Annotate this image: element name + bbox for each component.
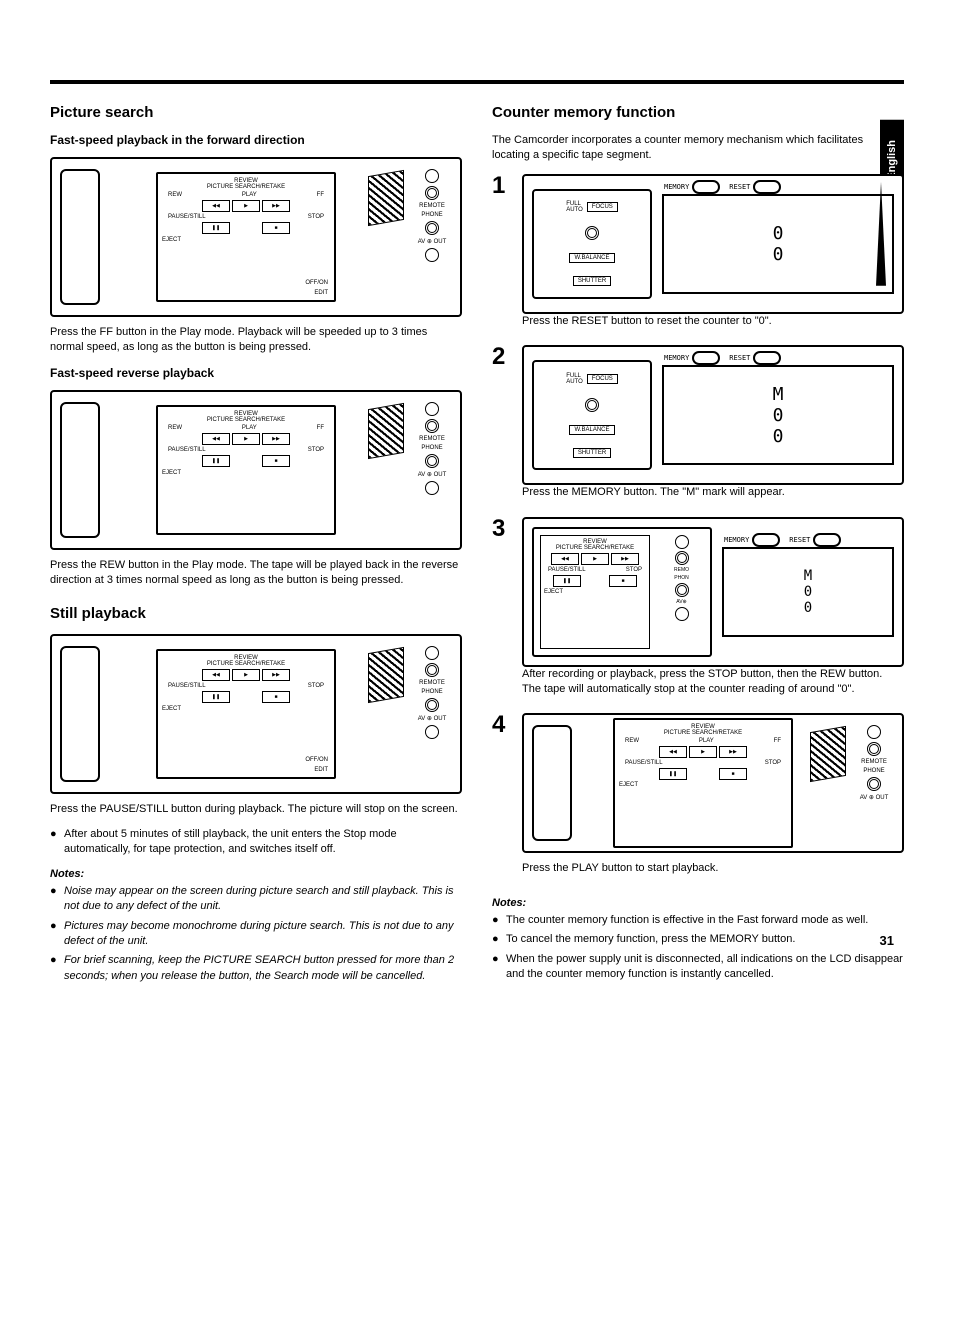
step-3-number: 3 [492,517,512,541]
eject-label: EJECT [162,237,330,243]
step-3-diagram: REVIEW PICTURE SEARCH/RETAKE ◀◀ ▶ ▶▶ PAU… [522,517,904,667]
edit-label: EDIT [314,290,328,296]
step-2-diagram: FULL AUTO FOCUS W.BALANCE SHUTTER MEMORY [522,345,904,485]
phone-label: PHONE [421,212,442,218]
left-note-3: For brief scanning, keep the PICTURE SEA… [50,953,462,984]
reset-button[interactable] [753,180,781,194]
offon-label: OFF/ON [305,280,328,286]
step-3-text: After recording or playback, press the S… [522,667,904,698]
memory-label: MEMORY [664,183,689,191]
picture-search-title: Picture search [50,104,462,121]
reset-label: RESET [729,183,750,191]
forward-playback-text: Press the FF button in the Play mode. Pl… [50,325,462,356]
left-note-1: Noise may appear on the screen during pi… [50,884,462,915]
picture-search-label: PICTURE SEARCH/RETAKE [162,184,330,190]
remote-label: REMOTE [419,203,445,209]
top-divider [50,80,904,84]
step-2-number: 2 [492,345,512,369]
play-label: PLAY [242,192,257,198]
step-4-text: Press the PLAY button to start playback. [522,861,904,876]
right-notes-title: Notes: [492,897,904,909]
forward-playback-title: Fast-speed playback in the forward direc… [50,133,462,147]
right-note-1: The counter memory function is effective… [492,913,904,928]
counter-display-1: 0 0 [773,223,784,265]
left-column: Picture search Fast-speed playback in th… [50,104,462,988]
stop-button[interactable]: ■ [262,222,290,234]
step-1-number: 1 [492,174,512,198]
step-1-text: Press the RESET button to reset the coun… [522,314,904,329]
memory-button[interactable] [692,180,720,194]
right-note-2: To cancel the memory function, press the… [492,932,904,947]
pause-label: PAUSE/STILL [168,214,206,220]
still-playback-diagram: REVIEW PICTURE SEARCH/RETAKE ◀◀ ▶ ▶▶ PAU… [50,634,462,794]
still-bullet: After about 5 minutes of still playback,… [50,827,462,858]
avout-label: AV ⊕ OUT [418,238,447,245]
step-2-text: Press the MEMORY button. The "M" mark wi… [522,485,904,500]
ff-button[interactable]: ▶▶ [262,200,290,212]
counter-display-3: M 0 0 [804,568,812,616]
still-playback-text: Press the PAUSE/STILL button during play… [50,802,462,817]
shutter-button[interactable]: SHUTTER [573,276,611,286]
counter-memory-title: Counter memory function [492,104,904,121]
counter-display-2: M 0 0 [773,384,784,447]
pause-button[interactable]: ❚❚ [202,222,230,234]
ff-label: FF [317,192,324,198]
page-number: 31 [880,933,894,948]
step-4-number: 4 [492,713,512,737]
play-button[interactable]: ▶ [232,200,260,212]
counter-memory-intro: The Camcorder incorporates a counter mem… [492,133,904,164]
forward-playback-diagram: REVIEW PICTURE SEARCH/RETAKE REW PLAY FF… [50,157,462,317]
rew-label: REW [168,192,182,198]
reverse-playback-title: Fast-speed reverse playback [50,366,462,380]
focus-button[interactable]: FOCUS [587,202,618,212]
right-column: Counter memory function The Camcorder in… [492,104,904,988]
rew-button[interactable]: ◀◀ [202,200,230,212]
wbalance-button[interactable]: W.BALANCE [569,253,614,263]
step-1-diagram: FULL AUTO FOCUS W.BALANCE SHUTTER MEMORY [522,174,904,314]
right-note-3: When the power supply unit is disconnect… [492,952,904,983]
left-notes-title: Notes: [50,868,462,880]
reverse-playback-text: Press the REW button in the Play mode. T… [50,558,462,589]
still-playback-title: Still playback [50,605,462,622]
reverse-playback-diagram: REVIEW PICTURE SEARCH/RETAKE REW PLAY FF… [50,390,462,550]
stop-label: STOP [308,214,324,220]
step-4-diagram: REVIEW PICTURE SEARCH/RETAKE REW PLAY FF… [522,713,904,853]
left-note-2: Pictures may become monochrome during pi… [50,919,462,950]
